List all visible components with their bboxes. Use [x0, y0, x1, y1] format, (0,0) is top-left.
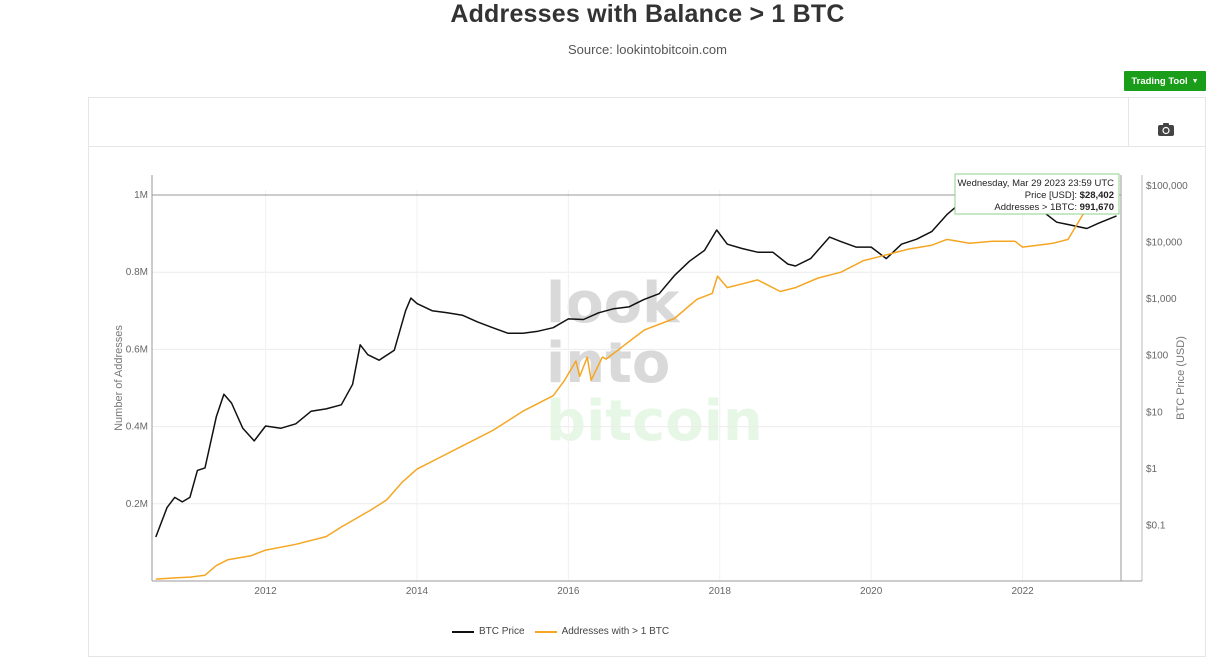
x-tick-label: 2018	[709, 586, 732, 597]
x-tick-label: 2020	[860, 586, 883, 597]
panel-divider	[88, 146, 1206, 147]
caret-down-icon: ▼	[1191, 77, 1199, 85]
x-tick-label: 2022	[1011, 586, 1034, 597]
y2-tick-label: $1,000	[1146, 294, 1177, 305]
legend-label-btc: BTC Price	[479, 626, 525, 637]
y2-tick-label: $1	[1146, 464, 1158, 475]
tooltip-price: Price [USD]: $28,402	[1025, 190, 1114, 201]
panel-vertical-divider	[1128, 97, 1129, 147]
tooltip-addr-value: 991,670	[1080, 202, 1114, 213]
camera-icon[interactable]	[1157, 120, 1175, 138]
legend-item-btc-price[interactable]: BTC Price	[452, 626, 525, 637]
tooltip-price-value: $28,402	[1080, 190, 1114, 201]
x-tick-label: 2012	[254, 586, 277, 597]
series-line-addresses	[155, 197, 1117, 580]
y2-axis-title: BTC Price (USD)	[1175, 336, 1187, 420]
watermark-line3: bitcoin	[546, 389, 763, 454]
y-tick-label: 0.2M	[126, 499, 148, 510]
legend-swatch-btc	[452, 630, 474, 633]
tooltip-addresses: Addresses > 1BTC: 991,670	[994, 202, 1114, 213]
legend-swatch-addresses	[534, 630, 557, 633]
axes: 0.2M 0.4M 0.6M 0.8M 1M $0.1 $1 $10 $100 $1,000 $10…	[126, 175, 1188, 597]
y2-tick-label: $100	[1146, 351, 1169, 362]
legend-item-addresses[interactable]: Addresses with > 1 BTC	[534, 626, 670, 637]
legend-label-addresses: Addresses with > 1 BTC	[561, 626, 670, 637]
y2-tick-label: $100,000	[1146, 181, 1188, 192]
y-tick-label: 0.8M	[126, 267, 148, 278]
y2-tick-label: $0.1	[1146, 520, 1166, 531]
series-line-btc-price	[155, 194, 1117, 538]
source-text: Source: lookintobitcoin.com	[568, 42, 727, 57]
tooltip: Wednesday, Mar 29 2023 23:59 UTC Price […	[954, 173, 1120, 215]
chart-svg: look into bitcoin 0.2M 0.4M 0.6M 0.8M 1M $0.1…	[113, 173, 1188, 597]
y-tick-label: 0.4M	[126, 422, 148, 433]
page-title: Addresses with Balance > 1 BTC	[450, 0, 845, 28]
tooltip-date: Wednesday, Mar 29 2023 23:59 UTC	[958, 178, 1115, 189]
y2-tick-label: $10,000	[1146, 238, 1183, 249]
series-group	[155, 194, 1117, 580]
x-tick-label: 2016	[557, 586, 580, 597]
trading-tool-button[interactable]: Trading Tool ▼	[1124, 71, 1206, 91]
trading-tool-label: Trading Tool	[1131, 75, 1188, 87]
y2-tick-label: $10	[1146, 407, 1163, 418]
tooltip-price-label: Price [USD]:	[1025, 190, 1080, 201]
watermark-line1: look	[546, 271, 681, 336]
y-tick-label: 0.6M	[126, 344, 148, 355]
y-axis-title: Number of Addresses	[113, 325, 125, 431]
x-tick-label: 2014	[406, 586, 429, 597]
y-tick-label: 1M	[134, 190, 148, 201]
watermark-line2: into	[546, 331, 670, 396]
tooltip-addr-label: Addresses > 1BTC:	[994, 202, 1079, 213]
legend: BTC Price Addresses with > 1 BTC	[452, 626, 679, 637]
